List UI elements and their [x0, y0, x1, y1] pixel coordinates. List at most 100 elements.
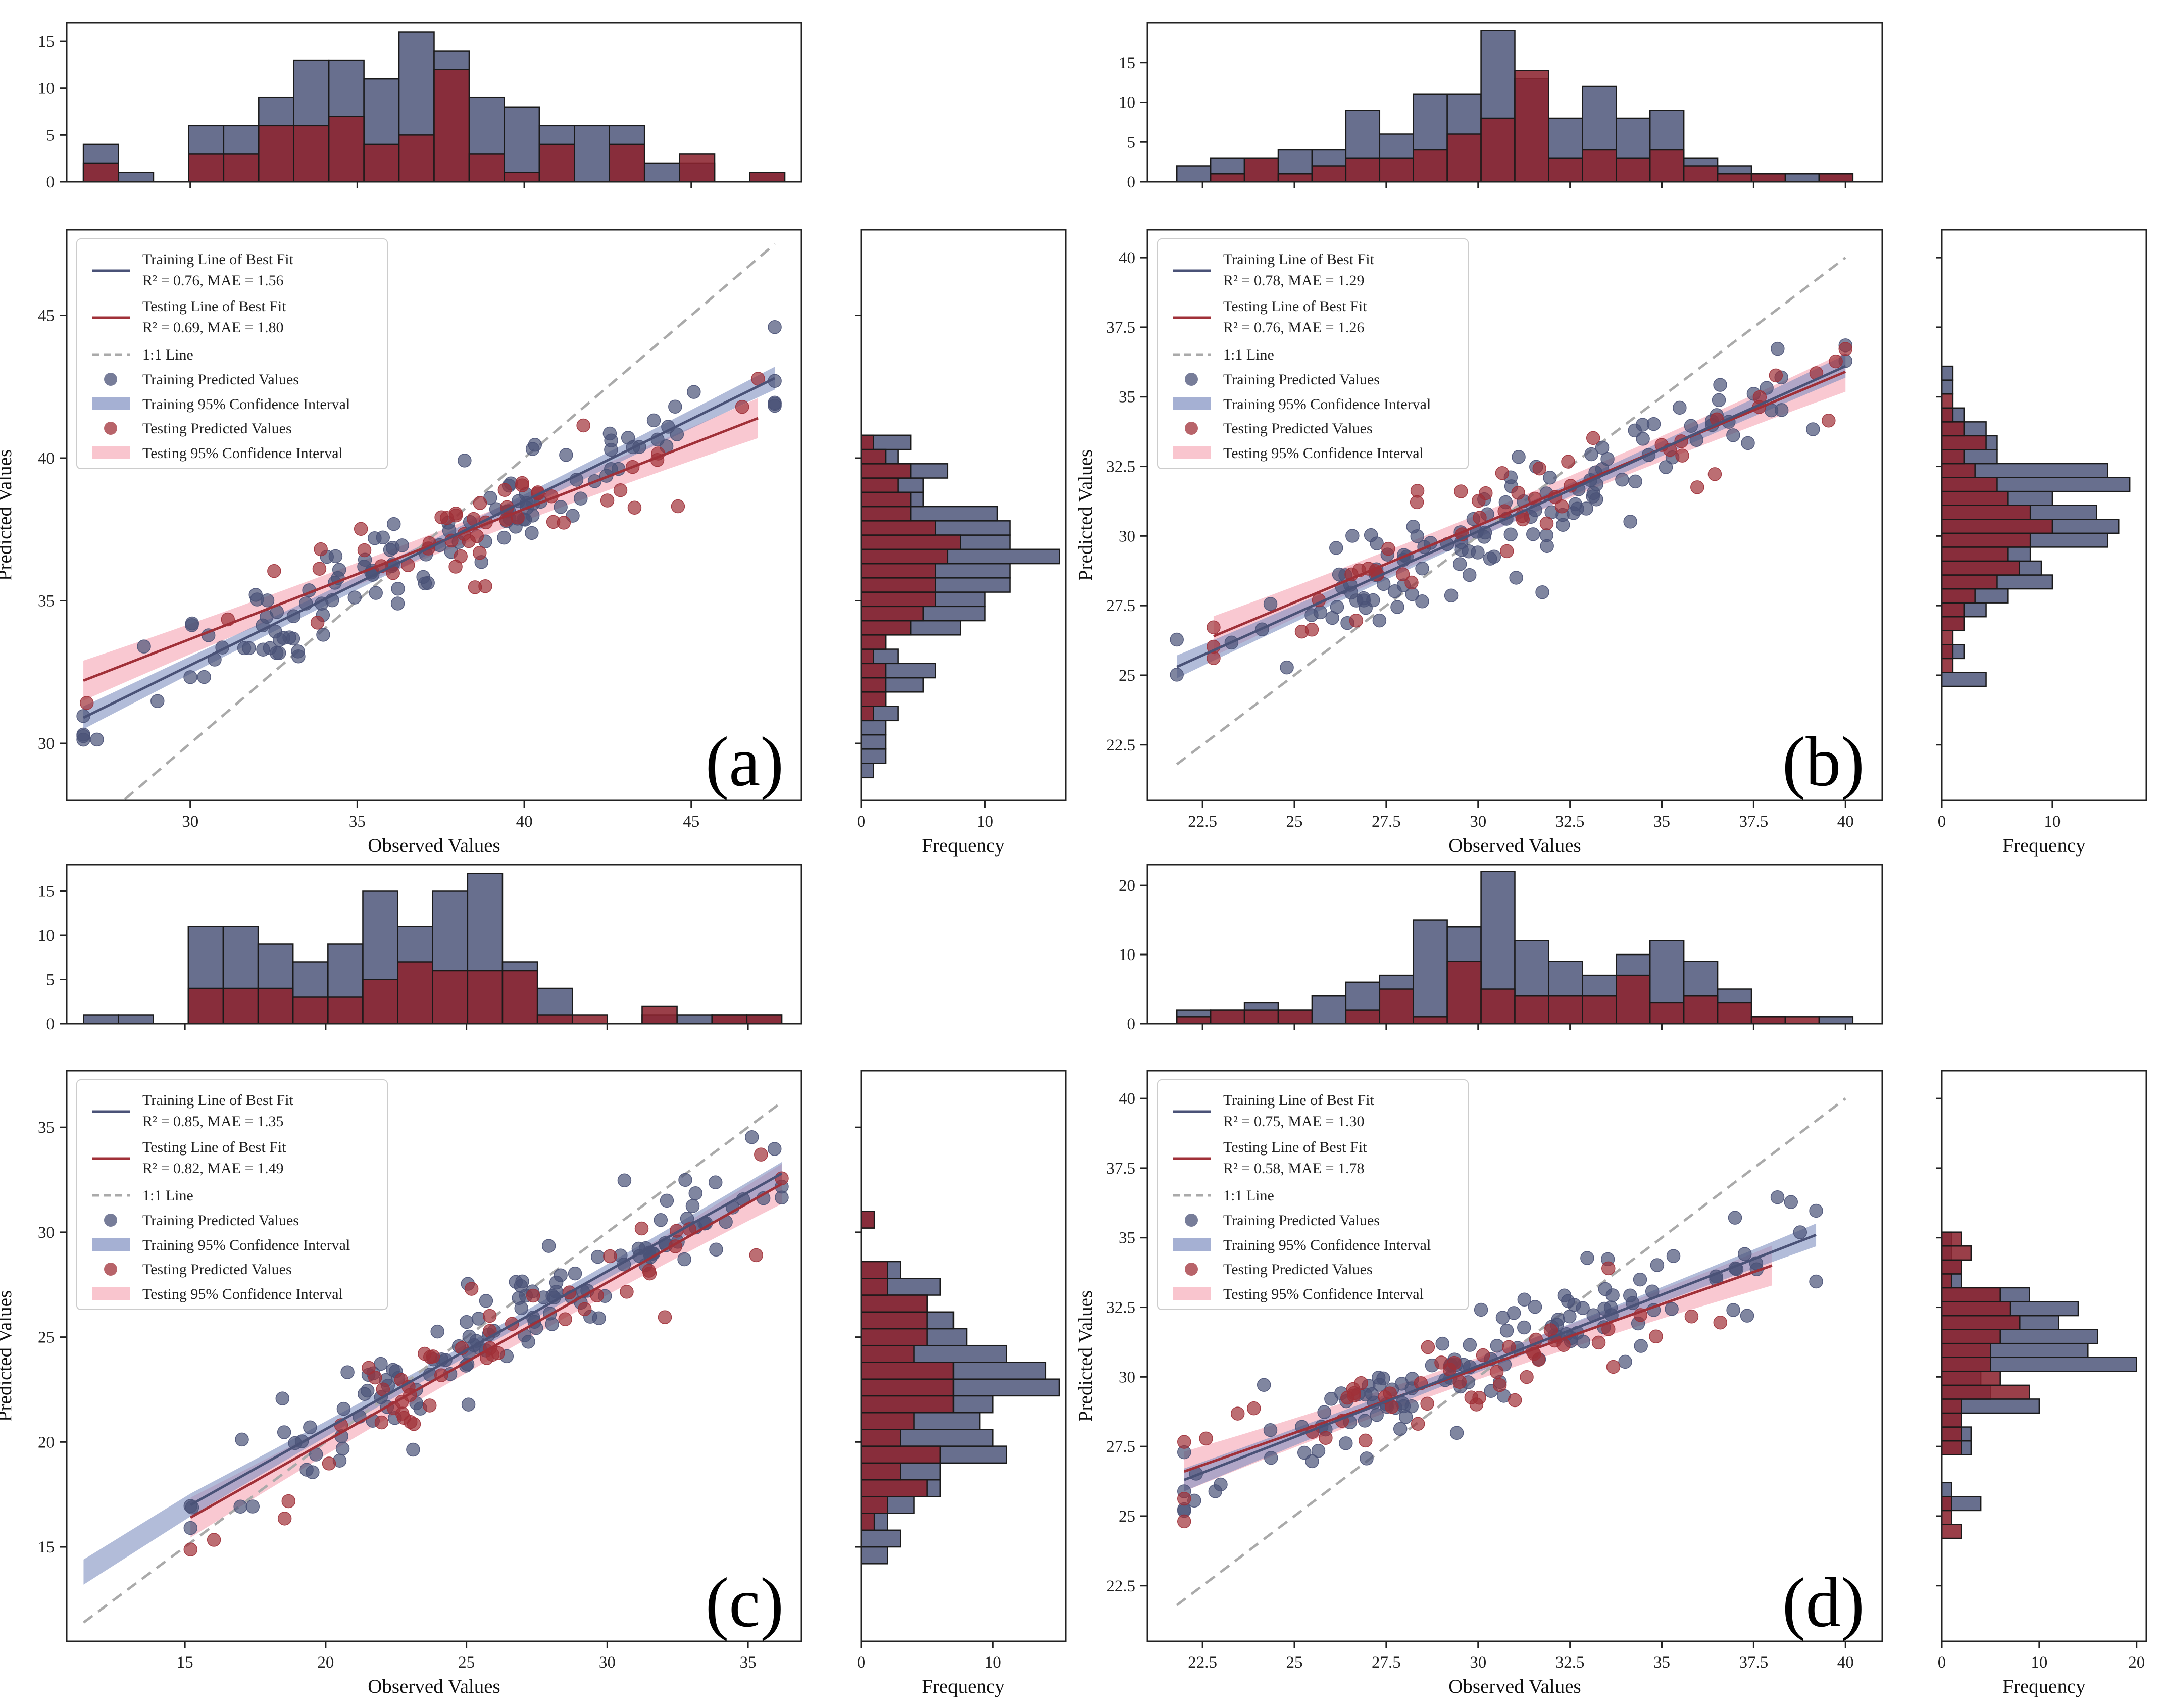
- test-hist-bar: [1683, 165, 1719, 183]
- data-point: [299, 1463, 314, 1477]
- data-point: [1434, 1355, 1448, 1370]
- data-point: [1462, 544, 1476, 559]
- data-point: [1406, 520, 1420, 534]
- test-hist-bar: [1750, 173, 1786, 183]
- top-hist-tick-label: 5: [46, 126, 55, 144]
- data-point: [620, 1285, 634, 1299]
- test-hist-bar: [860, 534, 961, 550]
- x-tick-label: 30: [182, 813, 198, 831]
- train-hist-bar: [1941, 379, 1954, 395]
- data-point: [1520, 1370, 1534, 1384]
- test-hist-bar: [1379, 988, 1414, 1025]
- data-point: [1503, 527, 1518, 541]
- data-point: [1476, 1348, 1490, 1363]
- test-hist-bar: [1941, 658, 1954, 673]
- test-hist-bar: [1616, 974, 1651, 1025]
- data-point: [1345, 529, 1360, 543]
- data-point: [1584, 447, 1598, 462]
- data-point: [1319, 1431, 1333, 1445]
- train-hist-bar: [1818, 1016, 1854, 1025]
- test-hist-bar: [860, 620, 912, 636]
- test-hist-bar: [1941, 1524, 1962, 1539]
- data-point: [1420, 1396, 1434, 1411]
- test-hist-bar: [609, 143, 645, 183]
- y-tick-label: 30: [38, 735, 55, 753]
- test-hist-bar: [679, 153, 716, 183]
- data-point: [1372, 613, 1387, 628]
- right-hist-frame: [1941, 1070, 2147, 1642]
- data-point: [677, 1252, 691, 1267]
- right-hist-tick-label: 0: [1938, 813, 1946, 831]
- test-hist-bar: [860, 1344, 915, 1363]
- test-hist-bar: [223, 153, 260, 183]
- test-hist-bar: [1941, 532, 2031, 548]
- test-hist-bar: [1514, 70, 1549, 183]
- y-tick-label: 30: [38, 1224, 55, 1242]
- training-points: [1170, 338, 1852, 682]
- test-hist-bar: [1941, 1398, 1962, 1414]
- test-hist-bar: [1941, 1315, 2021, 1330]
- top-hist-frame: [1146, 864, 1883, 1025]
- y-tick-label: 45: [38, 307, 55, 325]
- data-point: [1566, 506, 1581, 520]
- data-point: [1177, 1491, 1191, 1506]
- right-histogram: 0 10 Frequency: [855, 229, 1067, 857]
- data-point: [1508, 1393, 1522, 1408]
- data-point: [1483, 551, 1497, 566]
- test-hist-bar: [504, 172, 540, 183]
- train-hist-bar: [574, 125, 610, 183]
- data-point: [183, 1521, 198, 1535]
- test-hist-bar: [860, 691, 887, 707]
- test-hist-bar: [1941, 1259, 1962, 1275]
- data-point: [1415, 561, 1429, 576]
- data-point: [1636, 432, 1650, 446]
- data-point: [577, 1302, 592, 1316]
- panel-1: 30 35 40 45 30 35 40 45 Observed Values Predicted…: [0, 22, 1067, 857]
- testing-fit-line: [1183, 1264, 1773, 1473]
- y-axis-label: Predicted Values: [0, 449, 16, 581]
- legend-train-ci-swatch: [1173, 1238, 1211, 1251]
- data-point: [1490, 1338, 1504, 1353]
- legend-train-pts-swatch: [1185, 1214, 1198, 1227]
- y-axis-label: Predicted Values: [1075, 449, 1096, 581]
- data-point: [368, 531, 382, 545]
- test-hist-bar: [1277, 1009, 1313, 1025]
- data-point: [1421, 1340, 1435, 1354]
- data-point: [277, 1425, 291, 1439]
- data-point: [423, 1398, 437, 1413]
- data-point: [1784, 1195, 1798, 1209]
- data-point: [322, 1456, 336, 1471]
- data-point: [688, 1186, 702, 1200]
- data-point: [387, 517, 401, 531]
- data-point: [1623, 1288, 1637, 1302]
- test-hist-bar: [328, 116, 365, 183]
- right-hist-frame: [1941, 229, 2147, 801]
- data-point: [617, 1173, 632, 1187]
- data-point: [1675, 448, 1689, 463]
- data-point: [735, 399, 749, 414]
- test-hist-bar: [1210, 173, 1245, 183]
- test-hist-bar: [1941, 1342, 1991, 1359]
- data-point: [468, 580, 482, 594]
- data-point: [369, 586, 383, 600]
- data-point: [383, 542, 397, 557]
- train-hist-bar: [643, 162, 680, 183]
- top-histogram: 0 5 10 15: [1119, 22, 1883, 191]
- data-point: [1531, 1352, 1546, 1367]
- data-point: [458, 454, 472, 468]
- test-hist-bar: [860, 1445, 941, 1464]
- test-hist-bar: [258, 125, 294, 183]
- x-tick-label: 30: [1470, 813, 1486, 831]
- data-point: [1728, 1211, 1742, 1225]
- data-point: [1294, 624, 1309, 639]
- testing-points: [1207, 342, 1852, 665]
- data-point: [1740, 1309, 1754, 1323]
- test-hist-bar: [860, 634, 887, 650]
- data-point: [1170, 668, 1184, 682]
- frequency-label: Frequency: [2002, 835, 2086, 857]
- data-point: [1623, 515, 1637, 529]
- data-point: [568, 1266, 582, 1281]
- data-point: [462, 534, 476, 548]
- data-point: [528, 438, 542, 452]
- data-point: [1393, 1422, 1408, 1436]
